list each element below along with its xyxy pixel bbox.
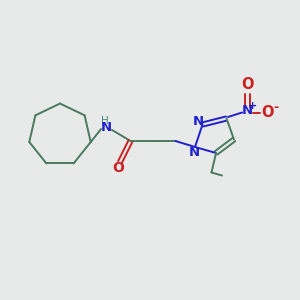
Text: O: O: [261, 105, 273, 120]
Text: -: -: [273, 100, 279, 114]
Text: +: +: [248, 100, 257, 111]
Text: N: N: [192, 115, 204, 128]
Text: N: N: [189, 146, 200, 159]
Text: N: N: [242, 104, 253, 118]
Text: N: N: [101, 121, 112, 134]
Text: H: H: [101, 116, 109, 126]
Text: O: O: [112, 161, 124, 175]
Text: O: O: [241, 77, 254, 92]
